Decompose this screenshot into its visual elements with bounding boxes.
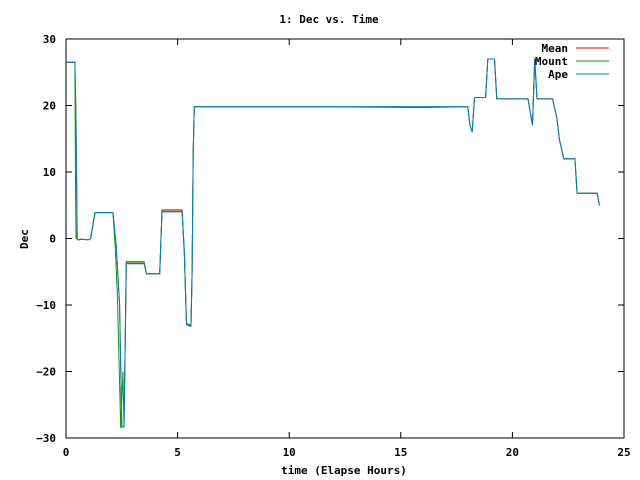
data-series <box>66 58 600 429</box>
series-line-mount <box>66 58 600 429</box>
chart-title: 1: Dec vs. Time <box>279 13 379 26</box>
x-tick-label: 10 <box>283 446 296 459</box>
legend-label-mount: Mount <box>535 55 568 68</box>
x-tick-label: 20 <box>506 446 519 459</box>
y-tick-label: 20 <box>43 100 56 113</box>
y-tick-label: 0 <box>49 233 56 246</box>
x-tick-label: 0 <box>63 446 70 459</box>
series-line-ape <box>66 58 600 428</box>
x-tick-label: 5 <box>174 446 181 459</box>
x-tick-label: 15 <box>394 446 407 459</box>
y-axis-label: Dec <box>18 229 31 249</box>
y-tick-label: 10 <box>43 166 56 179</box>
legend-label-ape: Ape <box>548 68 568 81</box>
axis-ticks: 0 5 10 15 20 25 −30 −20 −10 0 10 20 30 <box>36 33 631 459</box>
legend-label-mean: Mean <box>542 42 569 55</box>
y-tick-label: −30 <box>36 432 56 445</box>
series-line-mean <box>66 58 600 428</box>
y-tick-label: 30 <box>43 33 56 46</box>
x-tick-label: 25 <box>617 446 630 459</box>
x-axis-label: time (Elapse Hours) <box>281 464 407 477</box>
y-tick-label: −20 <box>36 366 56 379</box>
y-tick-label: −10 <box>36 299 56 312</box>
